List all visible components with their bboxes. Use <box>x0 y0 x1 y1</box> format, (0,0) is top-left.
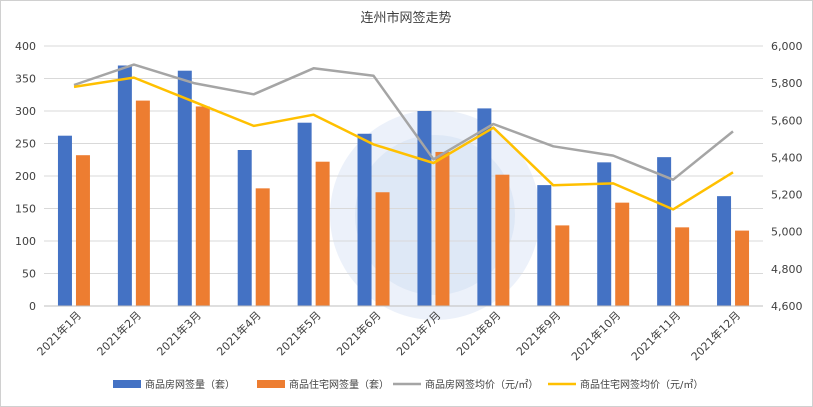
bar-residential <box>195 106 210 306</box>
bar-commercial <box>57 135 72 306</box>
bar-residential <box>75 155 90 306</box>
legend-label: 商品住宅网签均价（元/㎡） <box>580 378 703 391</box>
y-left-tick-label: 300 <box>15 105 36 118</box>
y-left-tick-label: 250 <box>15 138 36 151</box>
legend-swatch <box>113 380 141 388</box>
bar-commercial <box>657 157 672 306</box>
bars-layer <box>57 65 750 307</box>
legend-label: 商品房网签量（套） <box>145 378 235 391</box>
bar-commercial <box>177 70 192 306</box>
bar-commercial <box>237 150 252 306</box>
y-axis-left: 0 50 100 150 200 250 300 350 400 <box>15 40 36 313</box>
bar-residential <box>675 227 690 306</box>
x-tick-label: 2021年2月 <box>94 308 144 358</box>
bar-commercial <box>717 196 732 306</box>
bar-commercial <box>477 108 492 307</box>
y-right-tick-label: 6,000 <box>771 40 803 53</box>
y-axis-right: 4,600 4,800 5,000 5,200 5,400 5,600 5,800 6,000 <box>771 40 803 313</box>
bar-commercial <box>537 185 552 306</box>
y-right-tick-label: 5,200 <box>771 189 803 202</box>
bar-commercial <box>357 133 372 306</box>
y-right-tick-label: 4,600 <box>771 300 803 313</box>
bar-commercial <box>297 122 312 306</box>
x-tick-label: 2021年3月 <box>154 308 204 358</box>
legend-label: 商品房网签均价（元/㎡） <box>425 378 538 391</box>
x-tick-label: 2021年9月 <box>513 308 563 358</box>
y-left-tick-label: 100 <box>15 235 36 248</box>
bar-residential <box>435 151 450 306</box>
bar-residential <box>315 161 330 306</box>
bar-residential <box>555 225 570 306</box>
bar-residential <box>375 192 390 306</box>
x-tick-label: 2021年5月 <box>274 308 324 358</box>
chart-title: 连州市网签走势 <box>360 10 451 26</box>
legend: 商品房网签量（套） 商品住宅网签量（套） 商品房网签均价（元/㎡） 商品住宅网签均价（… <box>113 378 703 391</box>
y-right-tick-label: 5,400 <box>771 151 803 164</box>
bar-commercial <box>117 65 132 306</box>
x-tick-label: 2021年1月 <box>34 308 84 358</box>
x-tick-label: 2021年4月 <box>214 308 264 358</box>
bar-residential <box>615 202 630 306</box>
y-left-tick-label: 50 <box>22 268 36 281</box>
x-tick-label: 2021年11月 <box>628 308 683 363</box>
y-right-tick-label: 5,000 <box>771 226 803 239</box>
bar-residential <box>255 188 270 306</box>
y-left-tick-label: 400 <box>15 40 36 53</box>
x-tick-label: 2021年6月 <box>333 308 383 358</box>
y-right-tick-label: 4,800 <box>771 263 803 276</box>
x-axis: 2021年1月 2021年2月 2021年3月 2021年4月 2021年5月 2021年… <box>34 305 763 363</box>
grid-lines <box>44 45 763 307</box>
bar-residential <box>495 174 510 306</box>
y-left-tick-label: 150 <box>15 203 36 216</box>
bar-residential <box>735 230 750 306</box>
line-series-2 <box>73 63 734 181</box>
y-left-tick-label: 200 <box>15 170 36 183</box>
x-tick-label: 2021年10月 <box>568 308 623 363</box>
y-left-tick-label: 0 <box>29 300 36 313</box>
x-tick-label: 2021年12月 <box>688 308 743 363</box>
y-right-tick-label: 5,800 <box>771 77 803 90</box>
y-right-tick-label: 5,600 <box>771 114 803 127</box>
bar-residential <box>135 100 150 306</box>
line-series-3 <box>73 76 734 211</box>
bar-commercial <box>597 162 612 306</box>
lines-layer <box>73 63 734 211</box>
y-left-tick-label: 350 <box>15 73 36 86</box>
legend-label: 商品住宅网签量（套） <box>289 378 389 391</box>
legend-swatch <box>257 380 285 388</box>
